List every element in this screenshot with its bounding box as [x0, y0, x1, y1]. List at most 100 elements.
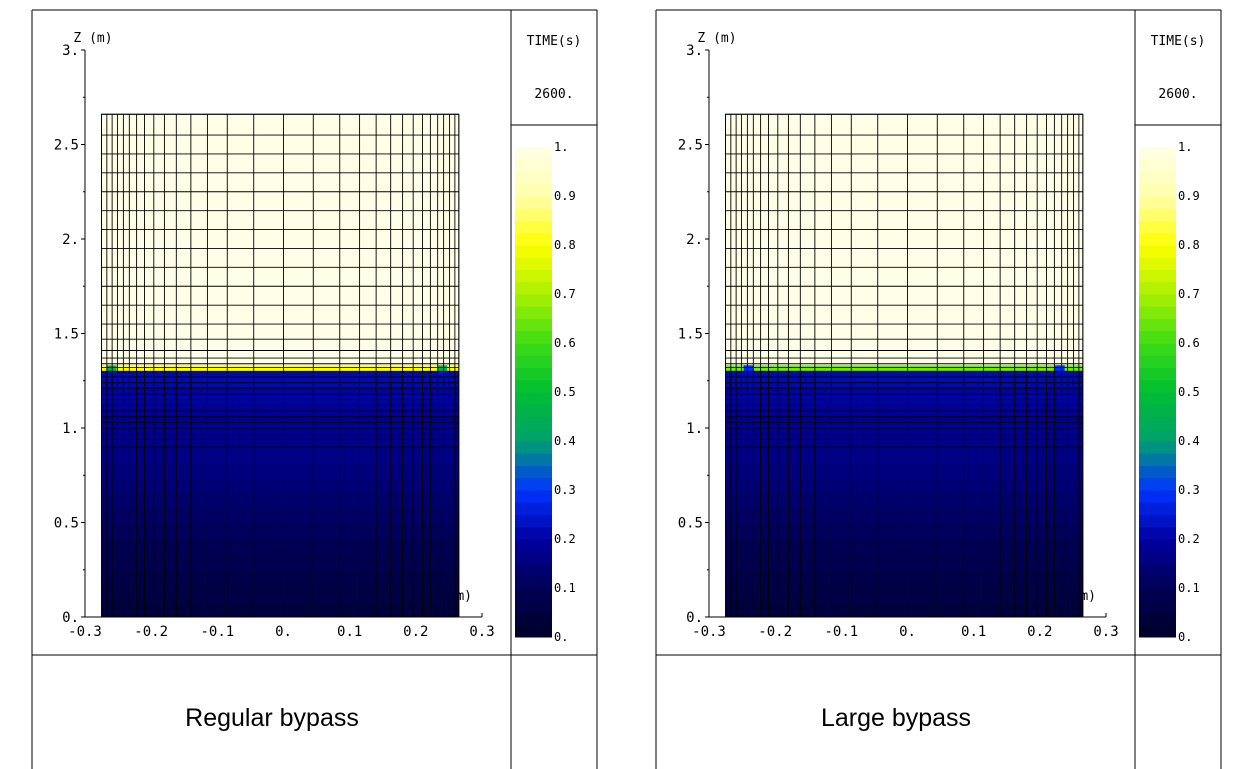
- field-lower-band: [725, 463, 1083, 480]
- colorbar-segment: [1139, 453, 1176, 466]
- colorbar-segment: [515, 477, 552, 491]
- field-lower-band: [725, 448, 1083, 464]
- colorbar-tick-label: 0.7: [1178, 287, 1200, 301]
- field-interface-strip: [725, 365, 1083, 372]
- colorbar-segment: [515, 465, 552, 479]
- colorbar-tick-label: 0.6: [554, 336, 576, 350]
- field-plot: [101, 114, 459, 618]
- field-anomaly-cell: [743, 365, 754, 372]
- colorbar-segment: [515, 245, 552, 258]
- colorbar-tick-label: 0.6: [1178, 336, 1200, 350]
- colorbar-segment: [515, 502, 552, 515]
- y-tick-label: 1.5: [678, 327, 703, 343]
- field-anomaly-cell: [106, 365, 117, 372]
- field-lower-band: [725, 524, 1083, 541]
- colorbar-tick-label: 0.1: [1178, 581, 1200, 595]
- field-lower-band: [725, 601, 1083, 618]
- x-tick-label: 0.2: [403, 624, 428, 640]
- field-lower-band: [101, 402, 459, 418]
- colorbar-tick-label: 0.9: [1178, 189, 1200, 203]
- field-lower-band: [725, 386, 1083, 403]
- y-tick-label: 2.5: [678, 138, 703, 154]
- colorbar-segment: [515, 343, 552, 356]
- colorbar-segment: [515, 539, 552, 552]
- y-tick-label: 0.: [686, 610, 703, 626]
- field-lower-band: [101, 540, 459, 557]
- colorbar-segment: [515, 294, 552, 307]
- colorbar-tick-label: 0.3: [1178, 483, 1200, 497]
- x-tick-label: 0.2: [1027, 624, 1052, 640]
- colorbar-segment: [515, 183, 552, 197]
- colorbar-segment: [1139, 343, 1176, 356]
- field-lower-band: [101, 432, 459, 449]
- axes: [81, 49, 483, 618]
- field-lower-band: [725, 586, 1083, 603]
- colorbar-segment: [1139, 367, 1176, 381]
- y-tick-label: 2.: [686, 232, 703, 248]
- x-tick-label: -0.1: [200, 624, 234, 640]
- colorbar-segment: [1139, 379, 1176, 393]
- y-tick-label: 1.: [686, 421, 703, 437]
- field-lower-band: [725, 371, 1083, 388]
- colorbar-segment: [515, 306, 552, 319]
- colorbar-segment: [1139, 477, 1176, 491]
- colorbar-segment: [1139, 245, 1176, 258]
- colorbar-segment: [515, 392, 552, 405]
- colorbar-segment: [515, 428, 552, 442]
- colorbar-segment: [1139, 294, 1176, 307]
- colorbar-segment: [1139, 257, 1176, 270]
- x-axis-label-fragment: m): [1080, 589, 1096, 604]
- colorbar-segment: [515, 404, 552, 417]
- y-tick-label: 0.: [62, 610, 79, 626]
- field-lower-band: [725, 570, 1083, 587]
- colorbar-segment: [515, 600, 552, 613]
- field-lower-band: [725, 417, 1083, 434]
- colorbar-tick-label: 0.9: [554, 189, 576, 203]
- colorbar-segment: [1139, 318, 1176, 332]
- field-lower-band: [101, 494, 459, 511]
- x-axis-label-fragment: m): [456, 589, 472, 604]
- colorbar-segment: [1139, 281, 1176, 295]
- field-lower-band: [725, 540, 1083, 557]
- x-tick-label: 0.1: [961, 624, 986, 640]
- panel-caption: Regular bypass: [185, 704, 359, 732]
- field-lower-band: [725, 509, 1083, 526]
- colorbar-segment: [1139, 196, 1176, 209]
- field-lower-band: [101, 417, 459, 434]
- colorbar-segment: [1139, 159, 1176, 172]
- colorbar-segment: [515, 490, 552, 503]
- colorbar-tick-label: 0.8: [554, 238, 576, 252]
- colorbar-tick-label: 0.1: [554, 581, 576, 595]
- colorbar-segment: [1139, 441, 1176, 454]
- x-tick-label: -0.3: [68, 624, 102, 640]
- x-tick-label: 0.1: [337, 624, 362, 640]
- colorbar-segment: [515, 367, 552, 381]
- colorbar-segment: [515, 624, 552, 638]
- colorbar-tick-label: 0.4: [1178, 434, 1200, 448]
- colorbar-segment: [1139, 575, 1176, 589]
- field-lower-band: [101, 509, 459, 526]
- colorbar-segment: [515, 171, 552, 185]
- colorbar-segment: [515, 416, 552, 430]
- colorbar-segment: [515, 269, 552, 283]
- colorbar-segment: [515, 441, 552, 454]
- x-tick-label: 0.3: [1093, 624, 1118, 640]
- colorbar-segment: [1139, 220, 1176, 234]
- field-lower-band: [101, 586, 459, 603]
- time-label: TIME(s): [1151, 34, 1206, 49]
- colorbar-segment: [515, 232, 552, 246]
- field-anomaly-cell: [1054, 365, 1065, 372]
- x-tick-label: -0.2: [758, 624, 792, 640]
- colorbar-segment: [515, 575, 552, 589]
- y-axis-label: Z (m): [697, 31, 736, 46]
- colorbar-segment: [515, 147, 552, 160]
- colorbar-segment: [515, 330, 552, 344]
- colorbar-segment: [1139, 208, 1176, 221]
- field-lower-band: [101, 463, 459, 480]
- colorbar-tick-label: 0.: [554, 630, 568, 644]
- colorbar-segment: [1139, 526, 1176, 540]
- y-tick-label: 3.: [686, 43, 703, 59]
- time-label: TIME(s): [527, 34, 582, 49]
- x-tick-label: 0.3: [469, 624, 494, 640]
